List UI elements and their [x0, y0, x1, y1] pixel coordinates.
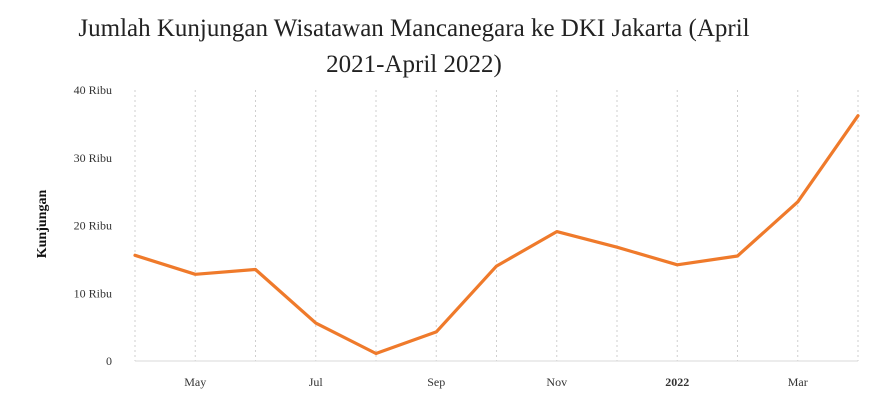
- x-tick-label: 2022: [665, 375, 689, 389]
- x-tick-layer: May Jul Sep Nov 2022 Mar: [184, 375, 808, 389]
- y-tick-label: 30 Ribu: [74, 151, 112, 165]
- x-tick-label: Nov: [546, 375, 567, 389]
- chart-title-line-1: Jumlah Kunjungan Wisatawan Mancanegara k…: [78, 15, 749, 42]
- y-tick-label: 40 Ribu: [74, 83, 112, 97]
- y-tick-label: 0: [106, 354, 112, 368]
- x-tick-label: Sep: [427, 375, 445, 389]
- series-layer: [133, 114, 860, 356]
- y-tick-label: 20 Ribu: [74, 219, 112, 233]
- y-axis-label: Kunjungan: [35, 190, 50, 259]
- grid-layer: [134, 90, 859, 362]
- x-tick-label: Jul: [309, 375, 324, 389]
- series-line: [133, 114, 860, 356]
- x-tick-label: Mar: [788, 375, 808, 389]
- x-tick-label: May: [184, 375, 206, 389]
- y-tick-layer: 0 10 Ribu 20 Ribu 30 Ribu 40 Ribu: [74, 83, 112, 368]
- chart-title-line-2: 2021-April 2022): [326, 51, 502, 78]
- y-tick-label: 10 Ribu: [74, 286, 112, 300]
